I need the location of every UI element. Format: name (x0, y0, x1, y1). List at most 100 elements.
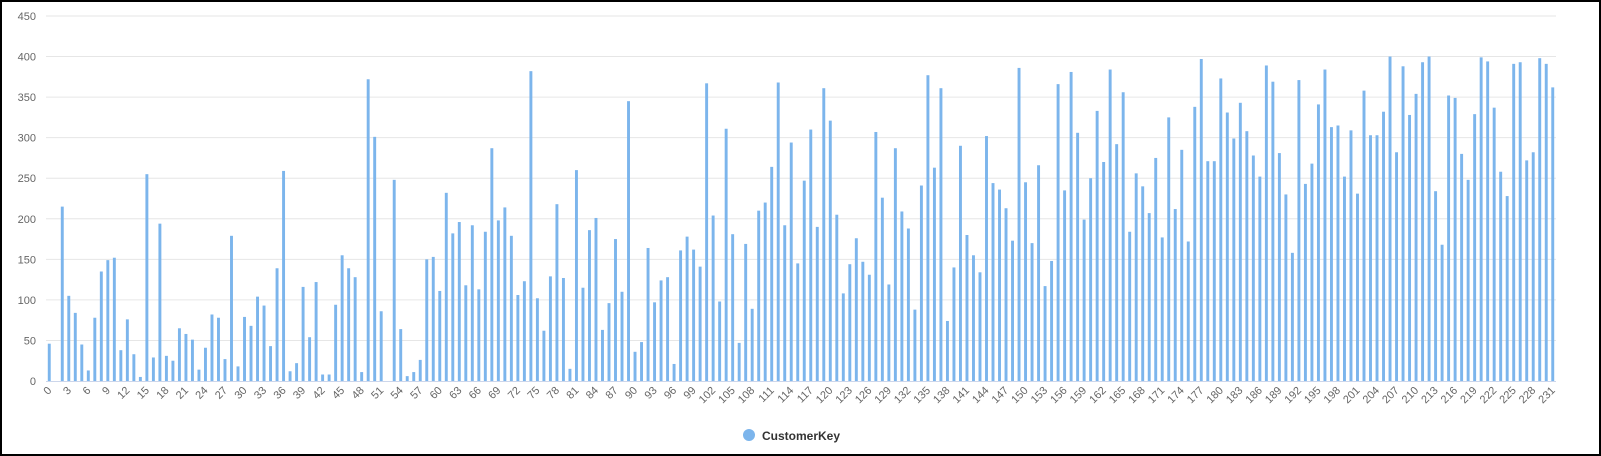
bar-6[interactable] (86, 370, 90, 381)
bar-213[interactable] (1434, 191, 1438, 381)
bar-10[interactable] (112, 257, 116, 381)
bar-17[interactable] (158, 223, 162, 381)
bar-217[interactable] (1460, 153, 1464, 381)
bar-201[interactable] (1356, 193, 1359, 381)
bar-202[interactable] (1362, 90, 1366, 381)
bar-26[interactable] (217, 317, 220, 381)
bar-158[interactable] (1076, 132, 1080, 381)
bar-53[interactable] (392, 179, 396, 381)
bar-0[interactable] (47, 343, 51, 381)
bar-205[interactable] (1382, 111, 1385, 381)
bar-105[interactable] (731, 234, 735, 381)
legend-marker-customerkey[interactable] (743, 429, 755, 441)
bar-187[interactable] (1264, 65, 1268, 381)
bar-165[interactable] (1121, 92, 1125, 381)
bar-199[interactable] (1343, 176, 1346, 381)
bar-77[interactable] (548, 276, 552, 381)
bar-21[interactable] (184, 333, 188, 381)
bar-73[interactable] (522, 281, 526, 381)
bar-219[interactable] (1473, 114, 1477, 382)
bar-47[interactable] (353, 277, 357, 381)
bar-210[interactable] (1414, 93, 1418, 381)
bar-164[interactable] (1115, 144, 1119, 381)
bar-208[interactable] (1401, 66, 1405, 382)
bar-145[interactable] (991, 183, 995, 381)
bar-27[interactable] (223, 359, 227, 381)
bar-67[interactable] (483, 231, 487, 381)
bar-97[interactable] (679, 250, 683, 381)
bar-58[interactable] (425, 259, 429, 381)
bar-42[interactable] (321, 374, 325, 381)
bar-191[interactable] (1290, 252, 1294, 381)
bar-9[interactable] (106, 260, 110, 381)
bar-11[interactable] (119, 350, 123, 381)
bar-167[interactable] (1134, 173, 1138, 381)
bar-111[interactable] (770, 166, 774, 381)
bar-57[interactable] (418, 359, 422, 381)
bar-113[interactable] (783, 225, 787, 381)
bar-37[interactable] (288, 371, 292, 381)
bar-65[interactable] (470, 225, 474, 381)
bar-76[interactable] (542, 330, 546, 381)
bar-128[interactable] (880, 197, 884, 381)
bar-192[interactable] (1297, 80, 1301, 382)
bar-49[interactable] (366, 79, 370, 382)
bar-176[interactable] (1193, 106, 1197, 381)
bar-106[interactable] (737, 342, 741, 381)
bar-115[interactable] (796, 263, 800, 381)
bar-104[interactable] (724, 128, 728, 381)
bar-75[interactable] (535, 298, 539, 381)
bar-71[interactable] (509, 235, 513, 381)
bar-39[interactable] (301, 286, 305, 381)
bar-186[interactable] (1258, 176, 1262, 381)
bar-175[interactable] (1186, 241, 1190, 381)
bar-32[interactable] (256, 296, 259, 381)
bar-31[interactable] (249, 325, 253, 381)
bar-226[interactable] (1518, 62, 1522, 381)
bar-59[interactable] (431, 256, 435, 381)
bar-178[interactable] (1206, 161, 1210, 381)
bar-163[interactable] (1108, 69, 1112, 382)
bar-103[interactable] (718, 301, 722, 381)
bar-82[interactable] (581, 287, 585, 381)
bar-184[interactable] (1245, 131, 1249, 381)
bar-63[interactable] (457, 222, 461, 381)
bar-218[interactable] (1466, 179, 1470, 381)
bar-146[interactable] (998, 189, 1001, 381)
bar-69[interactable] (496, 220, 500, 381)
bar-88[interactable] (620, 291, 624, 381)
bar-41[interactable] (314, 282, 318, 381)
bar-8[interactable] (99, 271, 103, 382)
bar-64[interactable] (464, 285, 468, 381)
bar-159[interactable] (1082, 219, 1086, 381)
bar-194[interactable] (1310, 163, 1314, 381)
bar-116[interactable] (802, 180, 806, 381)
bar-227[interactable] (1525, 160, 1529, 381)
bar-144[interactable] (985, 136, 988, 381)
bar-83[interactable] (588, 230, 591, 381)
bar-90[interactable] (633, 351, 637, 381)
bar-185[interactable] (1251, 155, 1255, 381)
bar-66[interactable] (477, 289, 481, 381)
bar-131[interactable] (900, 211, 904, 381)
bar-123[interactable] (848, 264, 852, 381)
bar-209[interactable] (1408, 114, 1412, 381)
bar-23[interactable] (197, 369, 201, 381)
bar-96[interactable] (672, 363, 676, 381)
bar-173[interactable] (1173, 209, 1177, 381)
bar-180[interactable] (1219, 78, 1223, 381)
bar-48[interactable] (360, 372, 364, 381)
bar-122[interactable] (841, 293, 845, 381)
bar-54[interactable] (399, 329, 403, 381)
bar-135[interactable] (926, 75, 930, 381)
bar-231[interactable] (1551, 87, 1555, 381)
bar-183[interactable] (1238, 102, 1242, 382)
bar-14[interactable] (138, 376, 142, 381)
bar-91[interactable] (640, 342, 644, 381)
bar-149[interactable] (1017, 67, 1021, 382)
bar-61[interactable] (444, 192, 448, 381)
bar-30[interactable] (243, 316, 246, 381)
bar-141[interactable] (965, 235, 969, 381)
bar-125[interactable] (861, 261, 865, 381)
bar-150[interactable] (1024, 182, 1028, 381)
